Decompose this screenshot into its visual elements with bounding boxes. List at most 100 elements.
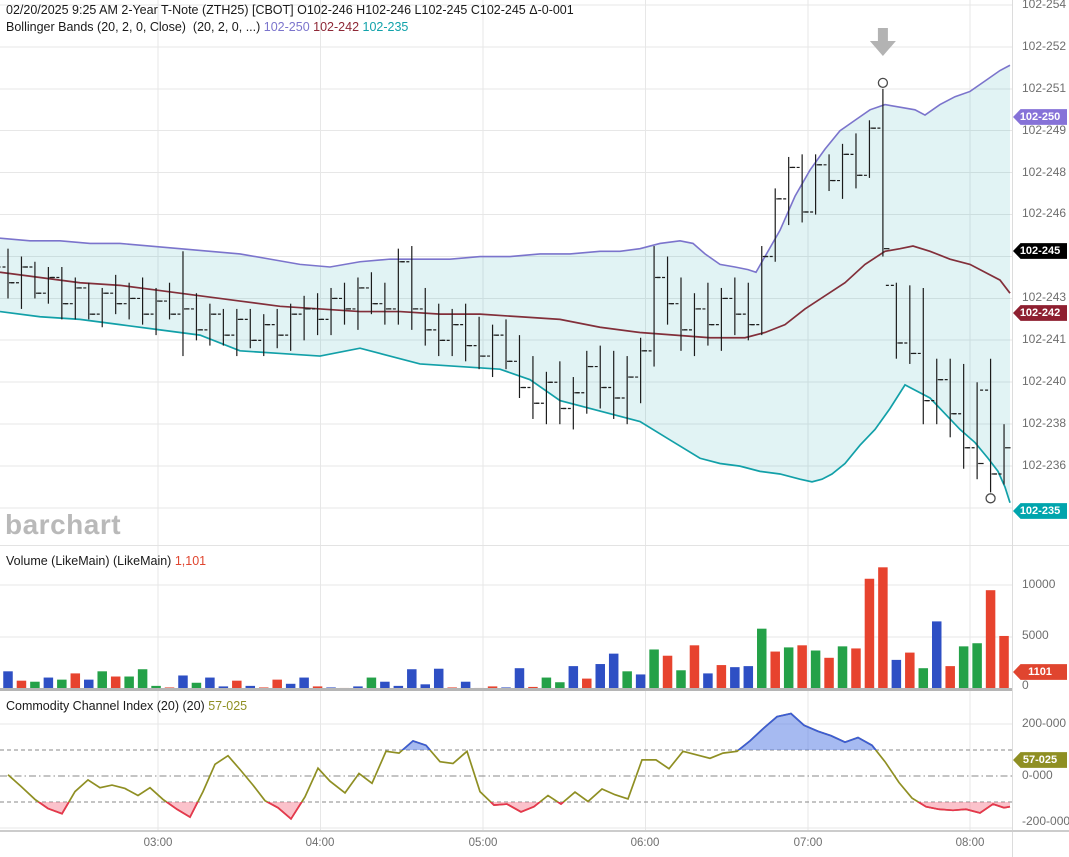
axis-tick-label: 102-249 <box>1022 123 1067 137</box>
axis-tick-label: 102-240 <box>1022 374 1067 388</box>
volume-bar <box>70 673 81 689</box>
volume-bar <box>151 685 161 689</box>
axis-tick-label: 10000 <box>1022 577 1056 591</box>
volume-bar <box>272 679 282 689</box>
volume-bar <box>97 671 107 689</box>
volume-bar <box>770 651 780 689</box>
bollinger-lower-value: 102-235 <box>362 20 409 34</box>
volume-bar <box>124 676 134 689</box>
volume-bar <box>757 628 767 689</box>
volume-bar <box>851 648 861 689</box>
axis-value-badge: 102-242 <box>1013 305 1067 321</box>
volume-bar <box>84 679 94 689</box>
volume-bar <box>824 657 834 689</box>
volume-bar <box>703 673 713 689</box>
signal-circle-icon <box>877 77 889 88</box>
volume-bar <box>958 646 969 689</box>
axis-value-badge: 1101 <box>1013 664 1067 680</box>
axis-tick-label: 102-251 <box>1022 81 1067 95</box>
volume-bar <box>3 671 13 689</box>
volume-bar <box>864 578 875 689</box>
volume-bar <box>178 675 188 689</box>
time-axis-label: 06:00 <box>630 837 660 849</box>
axis-tick-label: 0 <box>1022 678 1029 692</box>
volume-bar <box>30 681 40 689</box>
volume-bar <box>649 649 659 689</box>
volume-bar <box>797 645 807 689</box>
volume-bar <box>985 590 996 689</box>
study-header-bollinger: Bollinger Bands (20, 2, 0, Close) (20, 2… <box>6 19 408 35</box>
price-chart-plot[interactable] <box>0 0 1012 546</box>
volume-bar <box>608 653 619 689</box>
cci-label: Commodity Channel Index (20) (20) <box>6 699 205 713</box>
volume-bar <box>487 686 498 689</box>
axis-separator <box>1012 0 1013 857</box>
cci-line-overbought <box>401 712 877 750</box>
volume-bar <box>407 669 417 689</box>
volume-label: Volume (LikeMain) (LikeMain) <box>6 554 172 568</box>
volume-bar <box>568 666 579 689</box>
volume-baseline <box>0 688 1012 691</box>
bollinger-upper-value: 102-250 <box>263 20 310 34</box>
signal-circle-icon <box>985 493 996 504</box>
volume-bar <box>232 680 242 689</box>
volume-bar <box>420 684 431 689</box>
bollinger-label: Bollinger Bands (20, 2, 0, Close) (20, 2… <box>6 20 261 34</box>
axis-tick-label: -200-000 <box>1022 814 1069 828</box>
volume-bar <box>905 652 915 689</box>
volume-bar <box>555 682 565 689</box>
cci-overbought-fill <box>8 713 1010 750</box>
time-axis-label: 07:00 <box>793 837 823 849</box>
volume-bar <box>299 677 309 689</box>
axis-tick-label: 0-000 <box>1022 768 1053 782</box>
axis-tick-label: 102-241 <box>1022 332 1067 346</box>
volume-bar <box>918 668 929 689</box>
volume-bar <box>514 668 525 689</box>
volume-bar <box>891 659 902 689</box>
volume-bar <box>218 686 229 689</box>
volume-bar <box>393 685 404 689</box>
time-axis-label: 04:00 <box>305 837 335 849</box>
volume-bar <box>16 680 27 689</box>
barchart-logo: barchart <box>5 509 122 540</box>
volume-bar <box>595 664 605 689</box>
volume-bar <box>689 645 700 689</box>
volume-bar <box>205 677 215 689</box>
volume-bar <box>582 678 592 689</box>
time-axis-label: 05:00 <box>468 837 498 849</box>
volume-bar <box>635 674 646 689</box>
time-axis-label: 08:00 <box>955 837 985 849</box>
volume-bar <box>999 635 1009 689</box>
volume-bar <box>191 682 202 689</box>
volume-bar <box>730 667 740 689</box>
volume-bar <box>460 681 471 689</box>
volume-bar <box>245 685 256 689</box>
cci-bottom-separator <box>0 830 1069 832</box>
volume-bar <box>622 671 632 689</box>
cci-chart-plot[interactable] <box>0 691 1012 831</box>
cci-line-oversold <box>37 802 1011 821</box>
bollinger-upper-band-line <box>0 64 1011 274</box>
axis-value-badge: 102-235 <box>1013 503 1067 519</box>
volume-bar <box>783 647 794 689</box>
axis-tick-label: 102-238 <box>1022 416 1067 430</box>
volume-bar <box>353 686 363 689</box>
volume-bar <box>743 666 754 689</box>
signal-arrow-down-icon <box>869 28 896 56</box>
volume-bar <box>285 683 296 689</box>
bollinger-middle-value: 102-242 <box>313 20 360 34</box>
volume-bar <box>541 677 552 689</box>
volume-bar <box>380 681 390 689</box>
volume-value: 1,101 <box>174 554 207 568</box>
volume-bar <box>878 567 888 689</box>
volume-bar <box>945 666 955 689</box>
time-axis-label: 03:00 <box>143 837 173 849</box>
volume-chart-plot[interactable] <box>0 546 1012 691</box>
volume-bar <box>528 686 538 689</box>
volume-bar <box>810 650 821 689</box>
bollinger-middle-band-line <box>0 245 1011 339</box>
axis-value-badge: 102-250 <box>1013 109 1067 125</box>
axis-tick-label: 102-252 <box>1022 39 1067 53</box>
volume-bar <box>366 677 377 689</box>
